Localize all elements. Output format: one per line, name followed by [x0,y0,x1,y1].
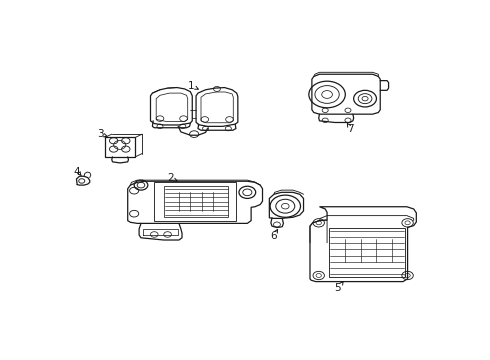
Text: 7: 7 [347,124,354,134]
Text: 3: 3 [97,129,103,139]
Text: 4: 4 [73,167,80,176]
Text: 5: 5 [334,283,341,293]
Text: 2: 2 [167,173,173,183]
Text: 6: 6 [270,231,276,241]
Text: 1: 1 [188,81,195,91]
